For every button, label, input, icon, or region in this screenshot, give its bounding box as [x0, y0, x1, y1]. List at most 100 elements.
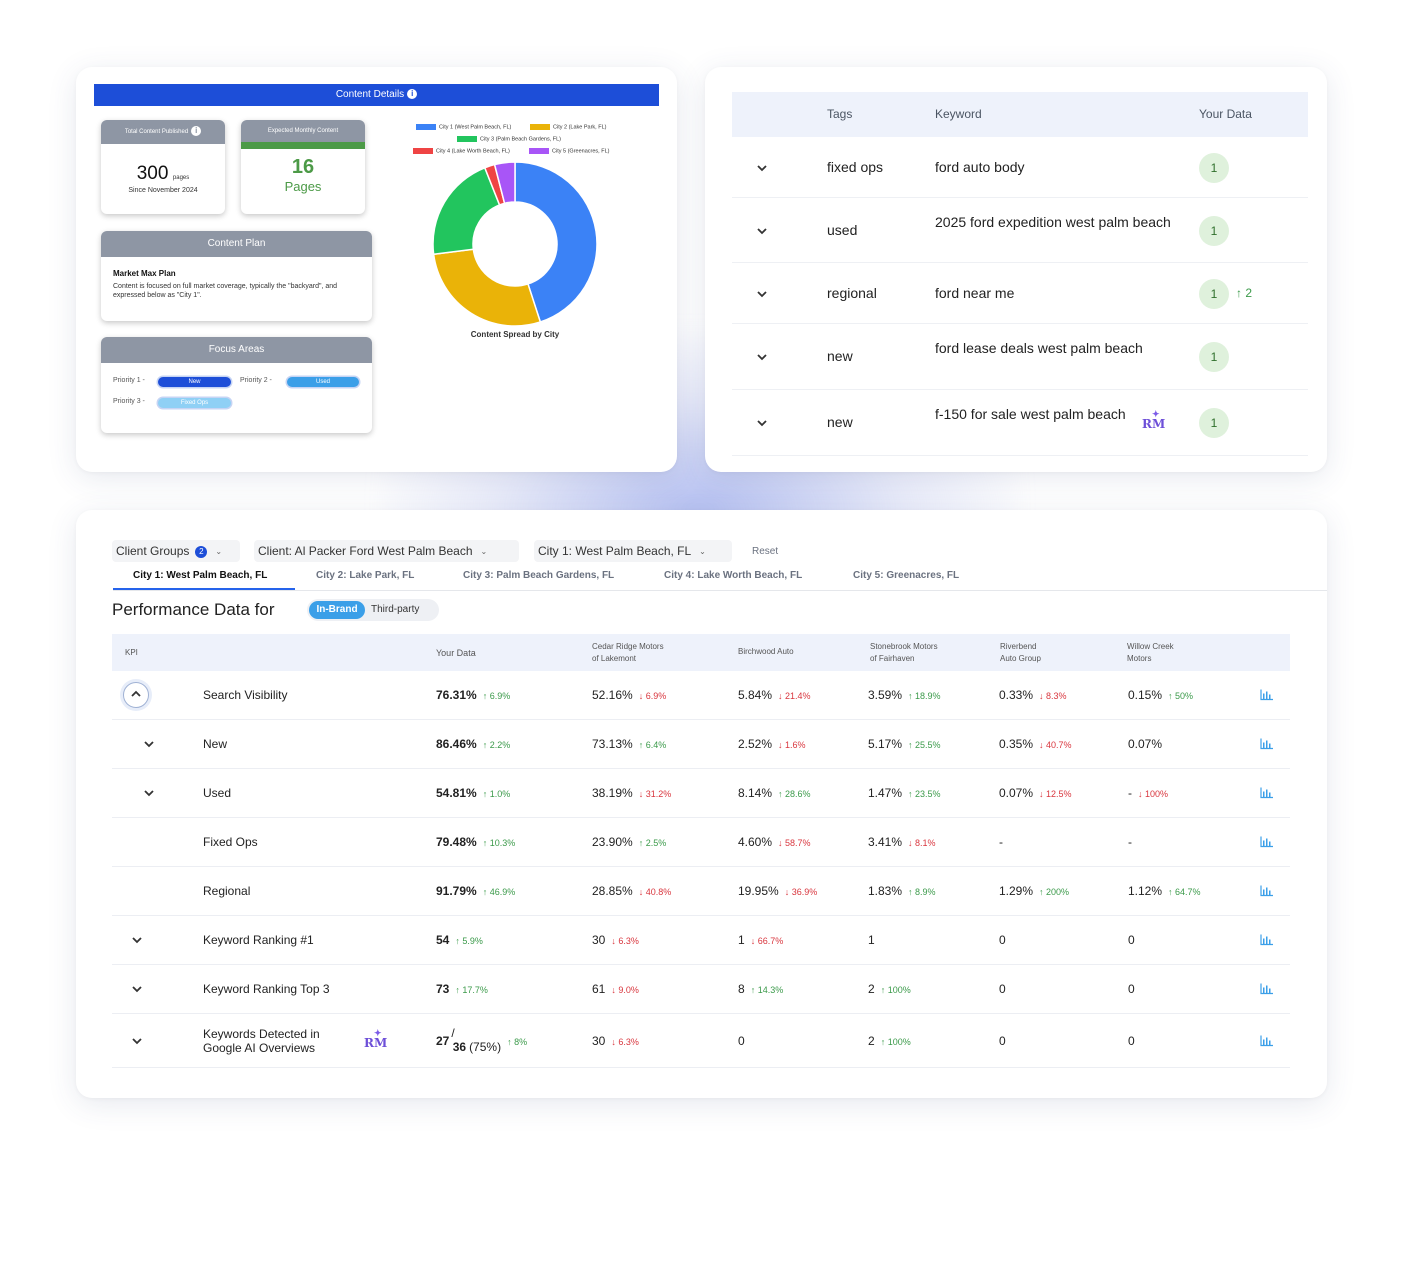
- info-icon[interactable]: i: [191, 126, 202, 137]
- value: 0: [738, 1033, 745, 1048]
- change-indicator: ↓ 31.2%: [638, 789, 672, 799]
- value-cell-c4: 1.29% ↑ 200%: [999, 884, 1069, 898]
- tab-city-4[interactable]: City 4: Lake Worth Beach, FL: [664, 570, 803, 581]
- value-cell-c3: 1.83% ↑ 8.9%: [868, 884, 936, 898]
- tab-city-5[interactable]: City 5: Greenacres, FL: [853, 570, 960, 581]
- table-row: Regional 91.79% ↑ 46.9% 28.85% ↓ 40.8% 19.95%…: [112, 867, 1290, 916]
- ai-icon-text: RM: [1142, 417, 1166, 431]
- bar-chart-icon[interactable]: [1260, 836, 1273, 848]
- value-cell-c4: 0.35% ↓ 40.7%: [999, 737, 1072, 751]
- change-indicator: ↓ 8.3%: [1039, 691, 1067, 701]
- bar-chart-icon[interactable]: [1260, 689, 1273, 701]
- ai-total-count: 36: [452, 1039, 467, 1054]
- value-cell-c3: 2 ↑ 100%: [868, 1034, 911, 1048]
- donut-slice-city-2[interactable]: [432, 248, 542, 327]
- change-indicator: ↑ 64.7%: [1168, 887, 1201, 897]
- toggle-third-party[interactable]: Third-party: [371, 604, 420, 615]
- value-cell-c2: 1 ↓ 66.7%: [738, 933, 783, 947]
- legend-item-city-5: City 5 (Greenacres, FL): [529, 148, 609, 154]
- value-cell-c3: 3.41% ↓ 8.1%: [868, 835, 936, 849]
- value-cell-c5: 0: [1128, 982, 1135, 996]
- priority-1-pill: New: [158, 377, 231, 387]
- change-indicator: ↑ 100%: [880, 985, 911, 995]
- chevron-down-icon[interactable]: [756, 351, 768, 363]
- value: 0: [1128, 1033, 1135, 1048]
- change-indicator: ↑ 1.0%: [482, 789, 511, 799]
- value-cell-c2: 5.84% ↓ 21.4%: [738, 688, 811, 702]
- content-plan-title: Market Max Plan: [113, 269, 176, 278]
- donut-slice-city-1[interactable]: [514, 161, 598, 323]
- bar-chart-icon[interactable]: [1260, 738, 1273, 750]
- bar-chart-icon[interactable]: [1260, 934, 1273, 946]
- content-spread-donut-chart: [432, 161, 598, 327]
- expected-content-unit: Pages: [284, 179, 322, 194]
- keyword-row: new f-150 for sale west palm beach RM ✦ 1: [732, 390, 1308, 456]
- legend-swatch: [530, 124, 550, 130]
- your-data-badge: 1: [1199, 152, 1229, 183]
- your-data-badge: 1: [1199, 278, 1229, 309]
- value: 54.81%: [436, 786, 477, 800]
- content-details-card: Content Details i Total Content Published…: [76, 67, 677, 472]
- header-competitor-3-line2: of Fairhaven: [870, 654, 915, 663]
- legend-swatch: [529, 148, 549, 154]
- bar-chart-icon[interactable]: [1260, 983, 1273, 995]
- bar-chart-icon[interactable]: [1260, 885, 1273, 897]
- collapse-button[interactable]: [123, 682, 149, 708]
- change-indicator: ↓ 6.3%: [611, 936, 639, 946]
- keyword-text: 2025 ford expedition west palm beach: [935, 213, 1171, 230]
- value: 4.60%: [738, 835, 773, 849]
- toggle-in-brand[interactable]: In-Brand: [309, 601, 365, 619]
- bar-chart-icon[interactable]: [1260, 1035, 1273, 1046]
- change-indicator: ↑ 10.3%: [482, 838, 516, 848]
- reset-button[interactable]: Reset: [752, 546, 779, 557]
- value-cell-c2: 4.60% ↓ 58.7%: [738, 835, 811, 849]
- value-cell-c3: 2 ↑ 100%: [868, 982, 911, 996]
- legend-item-city-1: City 1 (West Palm Beach, FL): [416, 124, 511, 130]
- chevron-down-icon[interactable]: [756, 162, 768, 174]
- info-icon[interactable]: i: [407, 89, 418, 100]
- value: 3.41%: [868, 835, 903, 849]
- chevron-down-icon[interactable]: [143, 787, 155, 799]
- chevron-down-icon[interactable]: [131, 983, 143, 995]
- chevron-up-icon[interactable]: [130, 688, 142, 700]
- tab-city-3[interactable]: City 3: Palm Beach Gardens, FL: [463, 570, 615, 581]
- value-cell-c4: 0.07% ↓ 12.5%: [999, 786, 1072, 800]
- content-plan-text: Content is focused on full market covera…: [113, 283, 338, 299]
- change-indicator: ↓ 12.5%: [1039, 789, 1072, 799]
- total-content-card: Total Content Published i 300 pages Since…: [101, 120, 225, 214]
- chevron-down-icon[interactable]: [131, 934, 143, 946]
- keyword-tag: regional: [827, 284, 877, 301]
- your-data-badge: 1: [1199, 408, 1229, 438]
- client-dropdown[interactable]: Client: Al Packer Ford West Palm Beach ⌄: [254, 540, 519, 562]
- change-indicator: ↓ 6.9%: [638, 691, 667, 701]
- chevron-down-icon[interactable]: [756, 417, 768, 429]
- legend-item-city-3: City 3 (Palm Beach Gardens, FL): [457, 136, 561, 142]
- chevron-down-icon[interactable]: [131, 1035, 143, 1047]
- keyword-text: ford near me: [935, 284, 1015, 301]
- value: 2.52%: [738, 737, 773, 751]
- city-dropdown[interactable]: City 1: West Palm Beach, FL ⌄: [534, 540, 732, 562]
- tab-city-2[interactable]: City 2: Lake Park, FL: [316, 570, 415, 581]
- value-cell-your: 73 ↑ 17.7%: [436, 982, 488, 996]
- expected-content-value: 16: [291, 156, 315, 178]
- value: 73: [436, 982, 450, 996]
- keyword-row: regional ford near me 1 ↑ 2: [732, 263, 1308, 324]
- client-groups-label: Client Groups: [116, 544, 190, 558]
- bar-chart-icon[interactable]: [1260, 787, 1273, 799]
- tab-city-1[interactable]: City 1: West Palm Beach, FL: [133, 570, 268, 581]
- value-cell-c2: 8 ↑ 14.3%: [738, 982, 783, 996]
- value: 8: [738, 982, 745, 996]
- total-content-value: 300: [136, 163, 169, 184]
- value: -: [999, 835, 1003, 849]
- chevron-down-icon[interactable]: [756, 225, 768, 237]
- value-cell-c4: -: [999, 835, 1003, 849]
- value: 0.15%: [1128, 688, 1163, 702]
- value: 30: [592, 933, 606, 947]
- priority-2-label: Priority 2 -: [240, 377, 272, 384]
- chevron-down-icon[interactable]: [756, 288, 768, 300]
- client-groups-dropdown[interactable]: Client Groups 2 ⌄: [112, 540, 240, 562]
- donut-slice-city-5[interactable]: [493, 161, 516, 205]
- brand-toggle[interactable]: In-Brand Third-party: [307, 599, 439, 621]
- chevron-down-icon[interactable]: [143, 738, 155, 750]
- client-dropdown-label: Client: Al Packer Ford West Palm Beach: [258, 544, 473, 558]
